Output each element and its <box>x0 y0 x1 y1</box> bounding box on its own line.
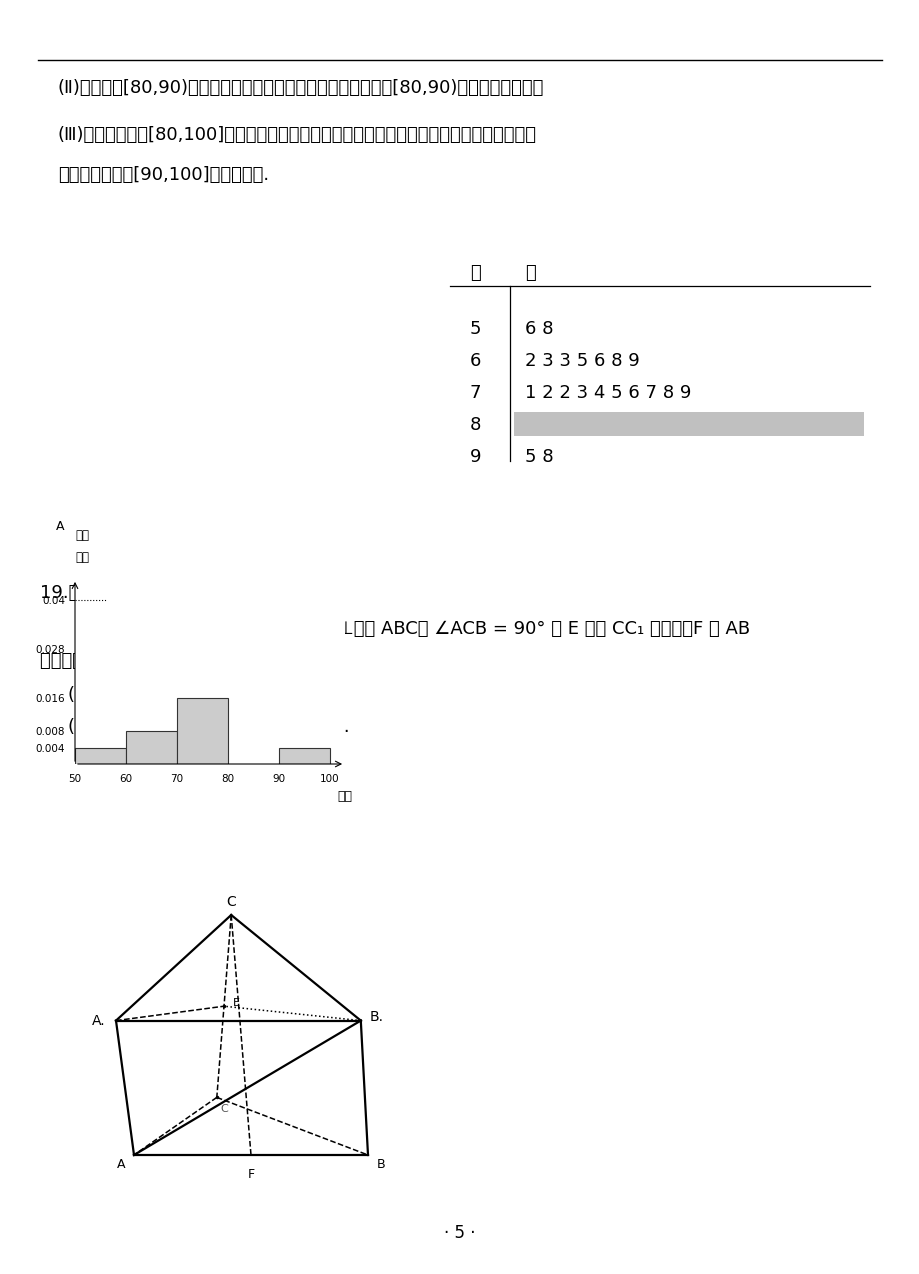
Bar <box>75 748 126 764</box>
Bar <box>176 698 228 764</box>
Text: (Ⅱ)求分数在[80,90)之间的女生人数；并计算频率分布直方图中[80,90)之间的矩形的高；: (Ⅱ)求分数在[80,90)之间的女生人数；并计算频率分布直方图中[80,90)… <box>58 79 544 97</box>
Text: 9: 9 <box>470 448 481 466</box>
Text: 8: 8 <box>470 417 481 434</box>
Text: 如图，三棱柱 ABC—A₁B₁C₁ 的侧棱 AA₁⊥底面 ABC， ∠ACB = 90° ， E 是棱 CC₁ 的中点，F 是 AB: 如图，三棱柱 ABC—A₁B₁C₁ 的侧棱 AA₁⊥底面 ABC， ∠ACB =… <box>55 620 749 638</box>
Text: 的中点，AC =BC =1，AA₁ = 2.: 的中点，AC =BC =1，AA₁ = 2. <box>40 652 271 670</box>
Text: E: E <box>233 998 240 1008</box>
Text: 1 2 2 3 4 5 6 7 8 9: 1 2 2 3 4 5 6 7 8 9 <box>525 383 690 403</box>
Bar <box>126 731 176 764</box>
Text: (Ⅲ)若要从分数在[80,100]之间的试卷中任取两份分析女生失分情况，在抽取的试卷中，求至: (Ⅲ)若要从分数在[80,100]之间的试卷中任取两份分析女生失分情况，在抽取的… <box>58 126 537 144</box>
Text: 叶: 叶 <box>525 264 535 282</box>
Text: B: B <box>377 1158 385 1171</box>
Text: 2 3 3 5 6 8 9: 2 3 3 5 6 8 9 <box>525 352 639 369</box>
Text: 少有一份分数在[90,100]之间的概率.: 少有一份分数在[90,100]之间的概率. <box>58 166 269 183</box>
Text: 19.（本小题满分 12 分）: 19.（本小题满分 12 分） <box>40 583 188 603</box>
Text: (Ⅱ) 求三棱锥 C—AB₁E 在底面 AB₁E 上的高.: (Ⅱ) 求三棱锥 C—AB₁E 在底面 AB₁E 上的高. <box>68 719 349 736</box>
Text: C: C <box>226 894 236 908</box>
Text: 6: 6 <box>470 352 481 369</box>
Text: 6 8: 6 8 <box>525 320 553 338</box>
Text: 5 8: 5 8 <box>525 448 553 466</box>
Text: 茎: 茎 <box>470 264 481 282</box>
Text: (Ⅰ) 求证：CF∕∕平面 AEB₁；: (Ⅰ) 求证：CF∕∕平面 AEB₁； <box>68 685 241 705</box>
Text: F: F <box>247 1168 255 1181</box>
Text: 7: 7 <box>470 383 481 403</box>
Text: B.: B. <box>369 1010 383 1024</box>
Text: 组距: 组距 <box>75 552 89 564</box>
Text: A: A <box>56 520 64 533</box>
Text: A.: A. <box>92 1014 105 1028</box>
Text: 频率: 频率 <box>75 529 89 541</box>
Text: C: C <box>221 1103 228 1113</box>
Bar <box>278 748 329 764</box>
Text: · 5 ·: · 5 · <box>444 1224 475 1242</box>
Text: 5: 5 <box>470 320 481 338</box>
Bar <box>514 412 863 436</box>
Text: A: A <box>117 1158 125 1171</box>
Text: 分数: 分数 <box>337 790 352 803</box>
